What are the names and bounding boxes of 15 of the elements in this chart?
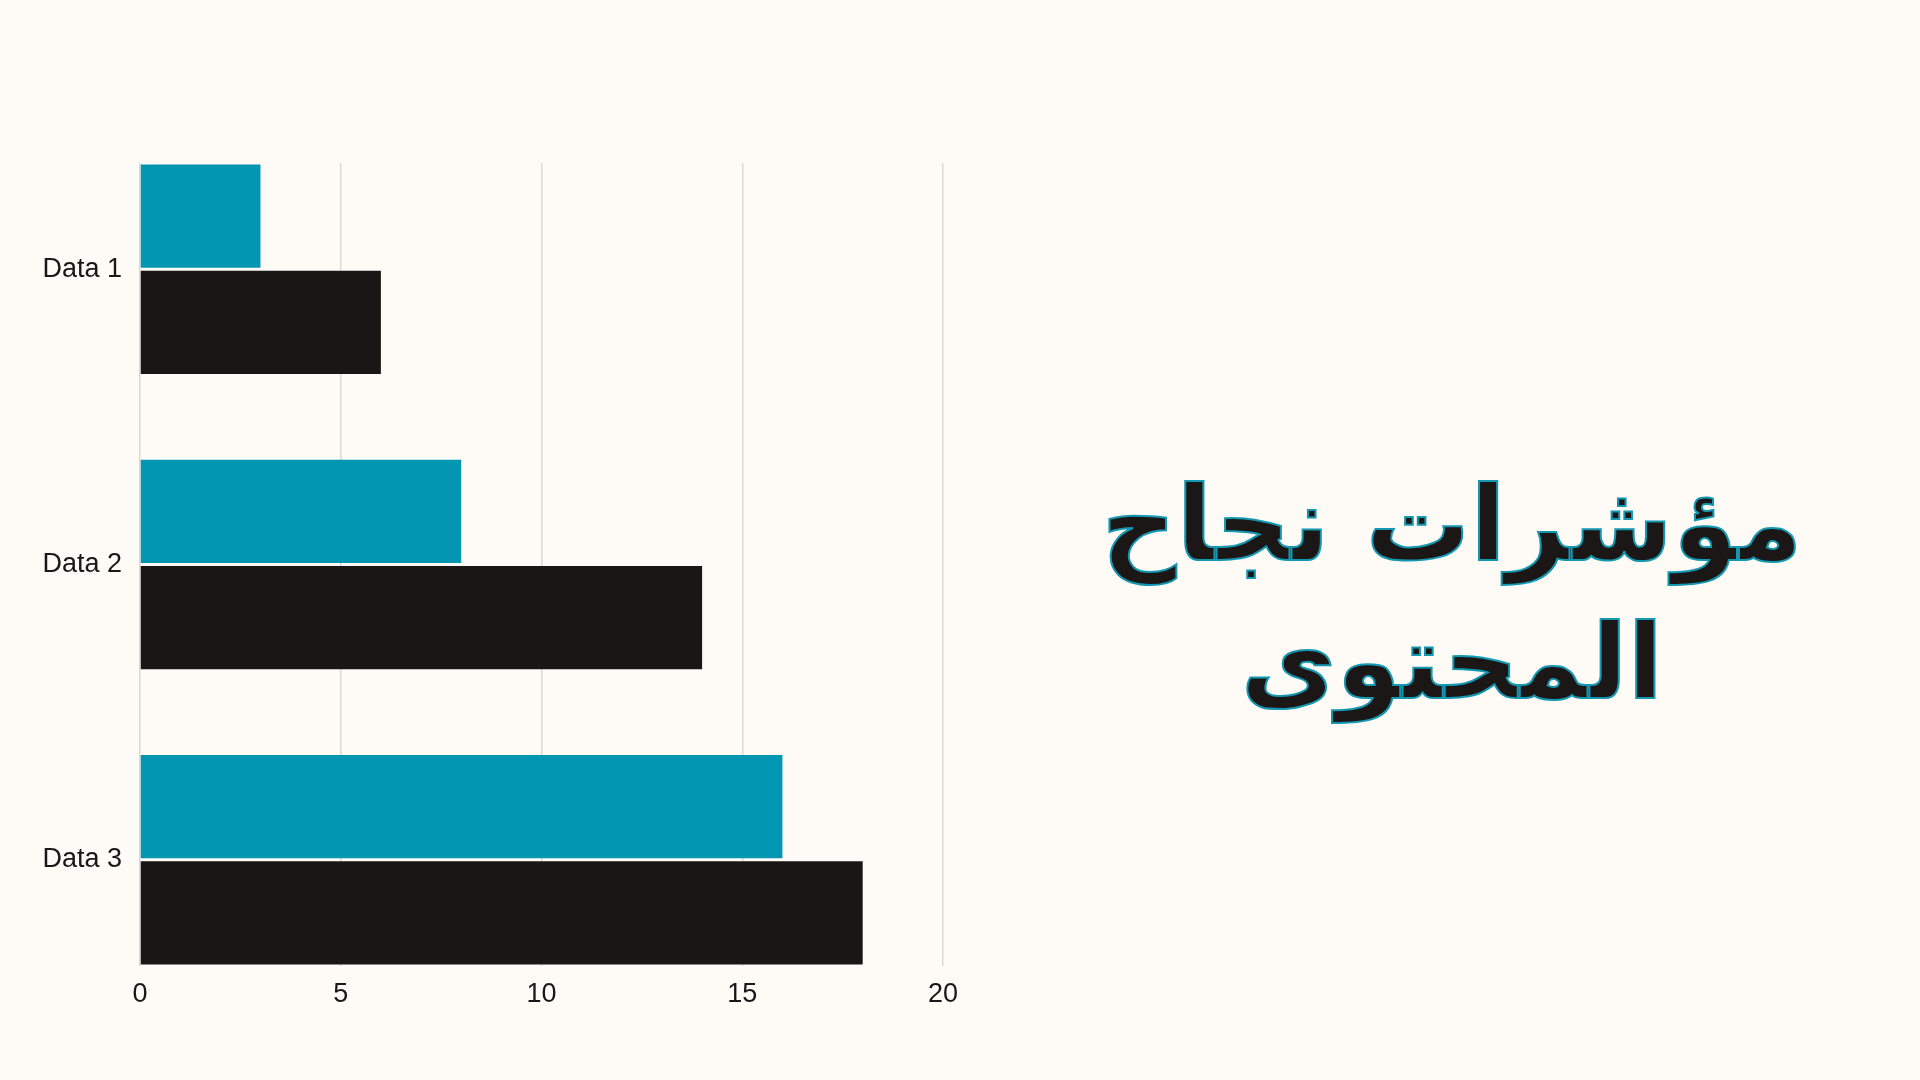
bar [140,270,381,374]
y-tick-label: Data 2 [42,547,122,578]
bar [140,861,863,965]
bar [140,566,703,670]
x-tick-label: 20 [927,977,959,1008]
x-tick-label: 5 [333,977,349,1008]
text: مؤشرات نجاح المحتوى [1100,462,1804,725]
y-tick-label: Data 1 [42,252,122,283]
bar [140,755,783,859]
x-tick-label: 15 [727,977,758,1008]
y-tick-label: Data 3 [42,843,122,874]
bar [140,459,462,563]
x-tick-label: 10 [526,977,557,1008]
x-tick-label: 0 [132,977,148,1008]
bar [140,164,261,268]
